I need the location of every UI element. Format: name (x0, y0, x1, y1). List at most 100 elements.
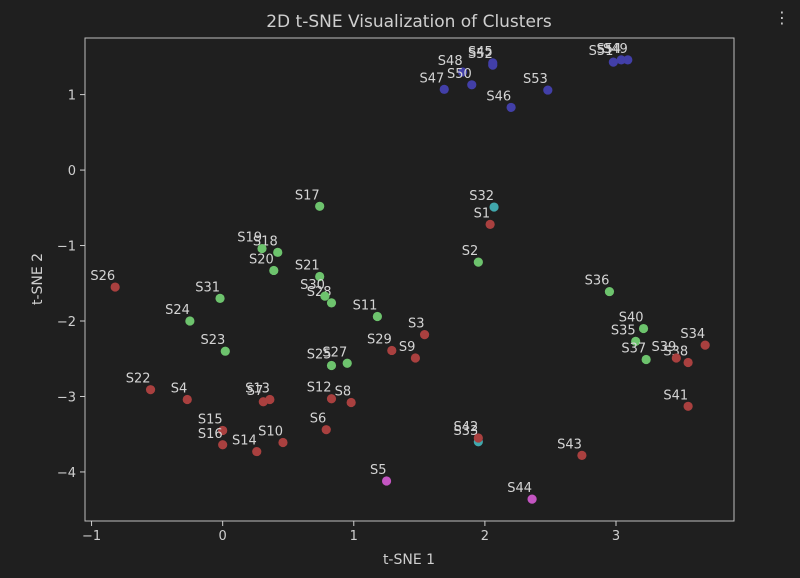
data-point (489, 202, 499, 212)
data-point (315, 271, 325, 282)
data-point-group: S17 (295, 188, 325, 211)
point-label: S40 (619, 311, 644, 326)
more-options-icon[interactable]: ⋮ (774, 8, 790, 27)
point-label: S14 (232, 434, 257, 449)
data-point-group: S40 (619, 311, 649, 334)
data-point (215, 293, 225, 303)
data-point (638, 323, 649, 334)
data-point-group: S3 (408, 317, 430, 340)
point-label: S10 (258, 425, 283, 440)
data-point (387, 345, 397, 356)
data-point-group: S53 (523, 72, 553, 95)
data-point (458, 67, 468, 77)
data-point-group: S22 (126, 372, 156, 395)
point-label: S48 (438, 54, 463, 69)
data-point-group: S5 (370, 463, 392, 486)
data-point-group: S41 (663, 388, 693, 411)
data-point-group: S19 (237, 231, 267, 254)
data-point (218, 425, 228, 436)
data-point-group: S30 (300, 278, 330, 301)
point-label: S5 (370, 463, 387, 478)
data-point-group: S23 (200, 333, 230, 356)
data-point-group: S9 (399, 340, 420, 363)
data-point-group: S14 (232, 434, 262, 457)
data-point-group: S38 (663, 345, 693, 368)
point-label: S50 (447, 67, 472, 82)
chart-title: 2D t-SNE Visualization of Clusters (266, 12, 552, 32)
data-point (252, 446, 262, 457)
point-label: S24 (165, 303, 190, 318)
point-label: S42 (454, 420, 479, 435)
data-point (641, 354, 651, 365)
data-point-group: S8 (335, 385, 356, 408)
data-point (257, 243, 267, 254)
data-point (381, 476, 392, 486)
data-point-group: S47 (419, 71, 449, 94)
data-point (543, 85, 553, 95)
data-point-group: S44 (507, 481, 537, 504)
x-tick-label: 0 (219, 529, 227, 544)
data-point-group: S24 (165, 303, 195, 326)
point-label: S44 (507, 481, 532, 496)
y-tick: −1 (57, 240, 85, 255)
data-point-group: S48 (438, 54, 468, 77)
data-point (346, 397, 356, 408)
point-label: S29 (367, 332, 392, 347)
data-point-group: S13 (245, 381, 275, 405)
point-label: S45 (468, 45, 493, 60)
point-label: S39 (652, 340, 677, 355)
data-point (321, 425, 331, 435)
point-label: S52 (468, 47, 493, 62)
point-label: S11 (353, 298, 378, 313)
data-point-group: S31 (195, 280, 225, 303)
point-label: S2 (462, 244, 479, 259)
data-point (218, 440, 228, 450)
point-label: S26 (90, 269, 115, 284)
data-point (273, 247, 283, 257)
data-point (623, 55, 633, 65)
x-tick-label: 2 (481, 529, 489, 544)
data-point (326, 394, 337, 404)
data-point (631, 336, 641, 346)
point-label: S1 (474, 206, 491, 221)
data-point (488, 60, 498, 70)
data-point-group: S54 (596, 42, 626, 65)
data-point (577, 450, 587, 460)
data-point-group: S34 (680, 327, 710, 350)
data-point-group: S2 (462, 244, 483, 267)
data-point (110, 282, 120, 292)
point-label: S23 (200, 333, 225, 348)
point-label: S6 (310, 412, 327, 427)
data-point (278, 437, 288, 448)
x-tick: 2 (481, 521, 489, 544)
x-tick-label: −1 (82, 529, 101, 544)
data-point (604, 286, 615, 297)
point-label: S35 (611, 323, 636, 338)
data-point-group: S1 (474, 206, 495, 230)
data-point-group: S27 (322, 345, 352, 368)
x-tick: 3 (612, 521, 620, 544)
data-point-group: S50 (447, 67, 477, 90)
data-point (473, 433, 483, 443)
x-axis-label: t-SNE 1 (383, 552, 435, 568)
y-tick-label: −3 (57, 390, 76, 405)
point-label: S20 (249, 252, 274, 267)
data-point-group: S26 (90, 269, 120, 292)
data-point (700, 340, 710, 350)
data-point-group: S37 (621, 341, 651, 365)
point-label: S17 (295, 188, 320, 203)
point-label: S19 (237, 231, 262, 246)
point-label: S54 (596, 42, 621, 57)
data-point (326, 298, 337, 308)
data-point (315, 201, 325, 211)
data-point (485, 219, 495, 230)
point-label: S30 (300, 278, 325, 293)
point-label: S16 (198, 427, 223, 442)
point-label: S8 (335, 385, 352, 400)
data-point (439, 84, 449, 94)
plot-area (84, 37, 735, 522)
data-point-group: S15 (198, 412, 228, 436)
data-point-group: S52 (468, 47, 498, 70)
point-label: S49 (603, 42, 628, 57)
